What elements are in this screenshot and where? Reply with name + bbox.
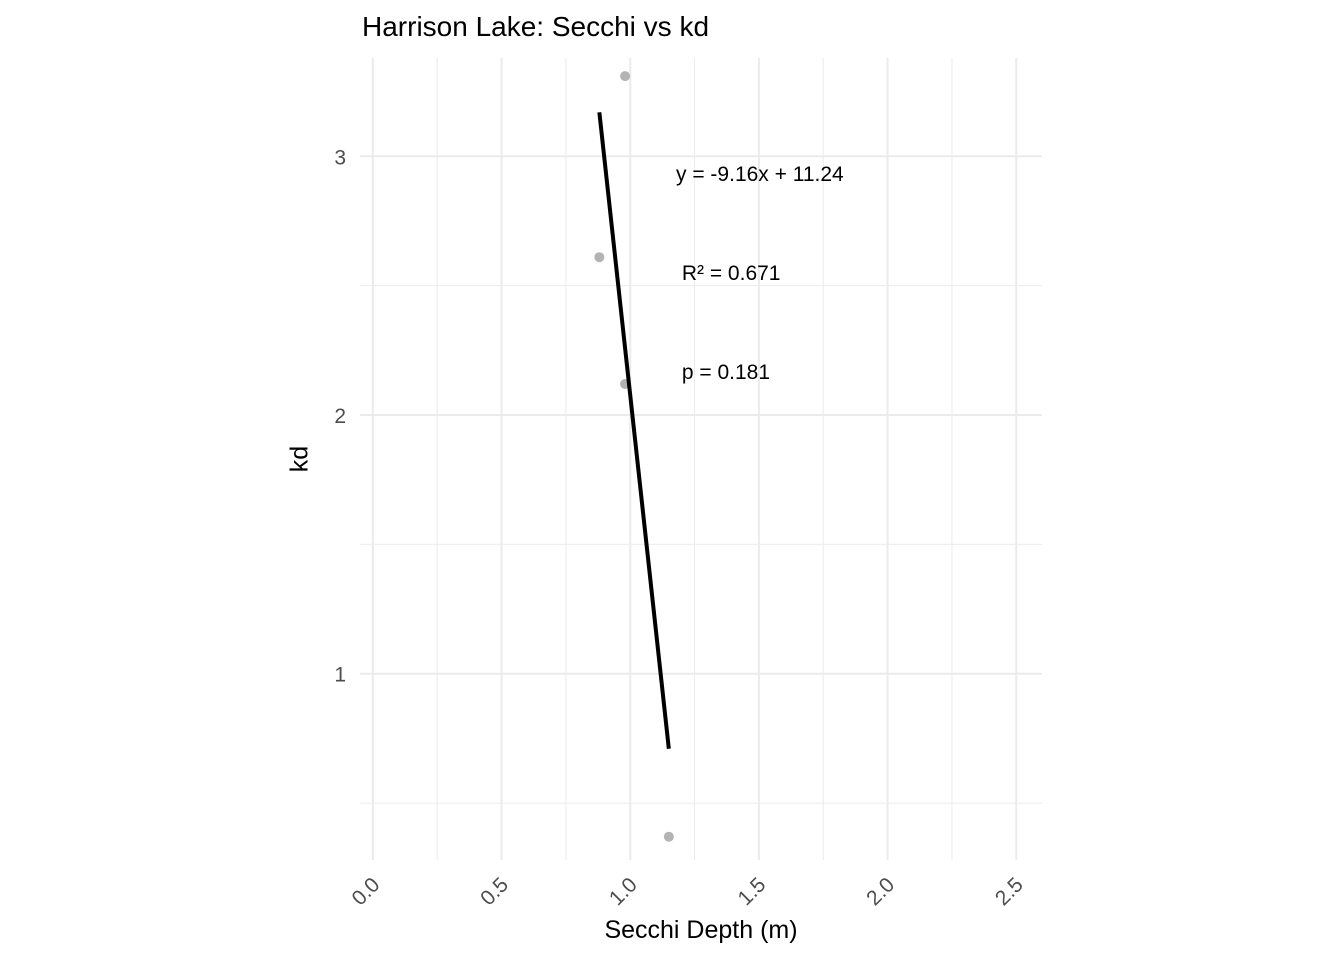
annotation-r-squared: R² = 0.671 [676,262,781,285]
y-tick-label: 3 [334,146,346,169]
x-tick-label: 2.0 [862,873,899,910]
x-tick-label: 2.5 [991,873,1028,910]
y-axis-label: kd [285,445,314,473]
x-axis-label: Secchi Depth (m) [604,916,798,944]
x-tick-label: 0.5 [476,873,513,910]
data-point [620,71,631,82]
chart-title: Harrison Lake: Secchi vs kd [362,11,710,42]
x-tick-label: 0.0 [347,873,384,910]
regression-annotation: y = -9.16x + 11.24 R² = 0.671 p = 0.181 [676,92,844,455]
data-point [663,831,674,842]
y-tick-label: 2 [334,405,346,428]
y-tick-label: 1 [334,664,346,687]
annotation-equation: y = -9.16x + 11.24 [676,163,844,186]
x-tick-label: 1.0 [605,873,642,910]
data-point [594,252,605,263]
annotation-p-value: p = 0.181 [676,361,770,384]
x-tick-label: 1.5 [734,873,771,910]
regression-line [597,112,671,749]
